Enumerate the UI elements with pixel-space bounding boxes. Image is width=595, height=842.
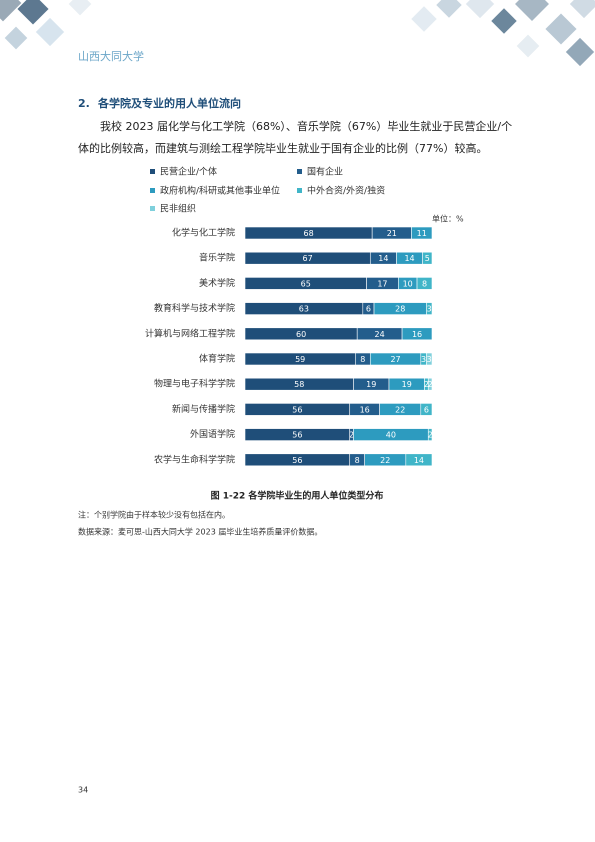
legend-swatch [150, 206, 155, 211]
bar-segment [416, 277, 433, 290]
category-label: 音乐学院 [199, 252, 235, 264]
data-label: 65 [301, 279, 311, 288]
data-label: 14 [404, 254, 414, 263]
data-label: 2 [428, 431, 433, 440]
page-number: 34 [78, 786, 88, 795]
bar-segment [411, 226, 433, 240]
data-label: 8 [360, 355, 365, 364]
category-label: 体育学院 [199, 353, 235, 365]
data-label: 22 [380, 456, 390, 465]
data-label: 56 [292, 431, 302, 440]
legend-swatch [150, 188, 155, 193]
category-label: 化学与化工学院 [172, 227, 235, 239]
bar-segment [405, 453, 433, 467]
legend-label: 民非组织 [160, 203, 196, 215]
category-label: 计算机与网络工程学院 [145, 327, 235, 339]
data-label: 14 [414, 456, 424, 465]
data-label: 16 [360, 405, 370, 414]
data-label: 14 [378, 254, 388, 263]
data-label: 3 [427, 355, 432, 364]
bar-segment [427, 428, 433, 441]
legend-label: 中外合资/外资/独资 [307, 185, 385, 197]
bar-segment [427, 377, 433, 391]
legend-label: 民营企业/个体 [160, 166, 217, 178]
category-label: 美术学院 [199, 277, 235, 289]
data-label: 60 [296, 330, 306, 339]
data-label: 6 [424, 405, 429, 414]
data-label: 21 [387, 229, 397, 238]
data-label: 28 [395, 305, 405, 314]
header-title: 山西大同大学 [78, 49, 144, 63]
data-label: 8 [422, 279, 427, 288]
bar-segment [426, 352, 433, 366]
data-label: 24 [375, 330, 385, 339]
data-label: 68 [303, 229, 313, 238]
data-label: 40 [386, 431, 396, 440]
data-label: 22 [395, 405, 405, 414]
legend-swatch [150, 169, 155, 174]
data-label: 56 [292, 405, 302, 414]
data-label: 27 [390, 355, 400, 364]
data-label: 17 [377, 279, 387, 288]
data-label: 2 [349, 431, 354, 440]
legend-swatch [297, 169, 302, 174]
data-label: 2 [428, 380, 433, 389]
data-label: 19 [366, 380, 376, 389]
data-label: 58 [294, 380, 304, 389]
figure-caption: 图 1-22 各学院毕业生的用人单位类型分布 [211, 490, 384, 502]
data-label: 16 [412, 330, 422, 339]
data-label: 3 [421, 355, 426, 364]
data-label: 8 [355, 456, 360, 465]
data-label: 3 [427, 305, 432, 314]
source: 数据来源：麦可思-山西大同大学 2023 届毕业生培养质量评价数据。 [78, 527, 322, 537]
category-label: 农学与生命科学学院 [154, 453, 235, 465]
bar-segment [422, 251, 433, 265]
data-label: 11 [417, 229, 427, 238]
legend-label: 政府机构/科研或其他事业单位 [160, 185, 280, 197]
unit-label: 单位：% [432, 214, 464, 224]
legend-label: 国有企业 [307, 166, 343, 178]
category-label: 教育科学与技术学院 [154, 302, 235, 314]
data-label: 10 [403, 279, 413, 288]
data-label: 59 [295, 355, 305, 364]
data-label: 67 [303, 254, 313, 263]
data-label: 6 [366, 305, 371, 314]
bar-segment [401, 327, 433, 341]
category-label: 物理与电子科学学院 [154, 378, 235, 390]
category-label: 新闻与传播学院 [172, 403, 235, 415]
bar-segment [420, 403, 433, 416]
note: 注：个别学院由于样本较少没有包括在内。 [78, 510, 230, 520]
data-label: 63 [299, 305, 309, 314]
data-label: 19 [402, 380, 412, 389]
paragraph: 我校 2023 届化学与化工学院（68%）、音乐学院（67%）毕业生就业于民营企… [78, 120, 513, 155]
bar-segment [426, 302, 433, 315]
section-title: 各学院及专业的用人单位流向 [97, 96, 241, 110]
data-label: 56 [292, 456, 302, 465]
data-label: 5 [425, 254, 430, 263]
section-number: 2. [78, 97, 90, 110]
category-label: 外国语学院 [190, 428, 235, 440]
data-label: 2 [424, 380, 429, 389]
legend-swatch [297, 188, 302, 193]
